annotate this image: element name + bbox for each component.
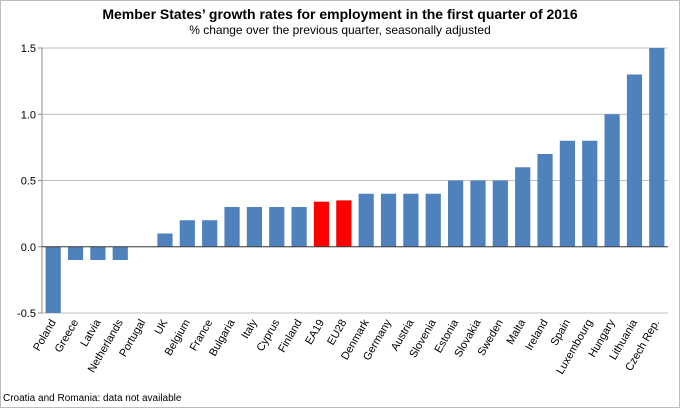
bar (336, 200, 352, 247)
bar (202, 220, 218, 247)
bar (604, 114, 620, 247)
bar (45, 246, 61, 313)
chart-subtitle: % change over the previous quarter, seas… (189, 23, 491, 37)
x-tick-label: Ireland (523, 318, 550, 353)
bar (224, 207, 240, 247)
y-tick-label: -0.5 (17, 308, 36, 320)
bar (380, 193, 397, 247)
bar (448, 180, 464, 247)
bar (537, 154, 553, 247)
bar (112, 246, 128, 260)
bar (470, 180, 486, 247)
bar (269, 207, 285, 247)
x-tick-label: Italy (240, 317, 261, 341)
bar (157, 233, 173, 247)
x-tick-label: EA19 (303, 318, 327, 347)
bar (492, 180, 508, 247)
bar (313, 201, 330, 247)
chart-title: Member States’ growth rates for employme… (102, 6, 578, 22)
bar (358, 193, 374, 247)
bar (649, 48, 665, 247)
bar (582, 140, 598, 247)
bar (179, 220, 195, 247)
y-tick-label: 1.0 (21, 109, 36, 121)
y-tick-label: 0.0 (21, 242, 36, 254)
bar (515, 167, 531, 247)
bar (291, 207, 307, 247)
x-tick-label: UK (153, 317, 171, 337)
bar (90, 246, 106, 260)
y-tick-label: 0.5 (21, 176, 36, 188)
bar (626, 74, 643, 247)
bar (246, 207, 262, 247)
footnote: Croatia and Romania: data not available (3, 393, 182, 404)
bar (403, 193, 419, 247)
bar (67, 246, 84, 260)
bar (425, 193, 441, 247)
y-tick-label: 1.5 (21, 43, 36, 55)
bar (559, 140, 575, 247)
